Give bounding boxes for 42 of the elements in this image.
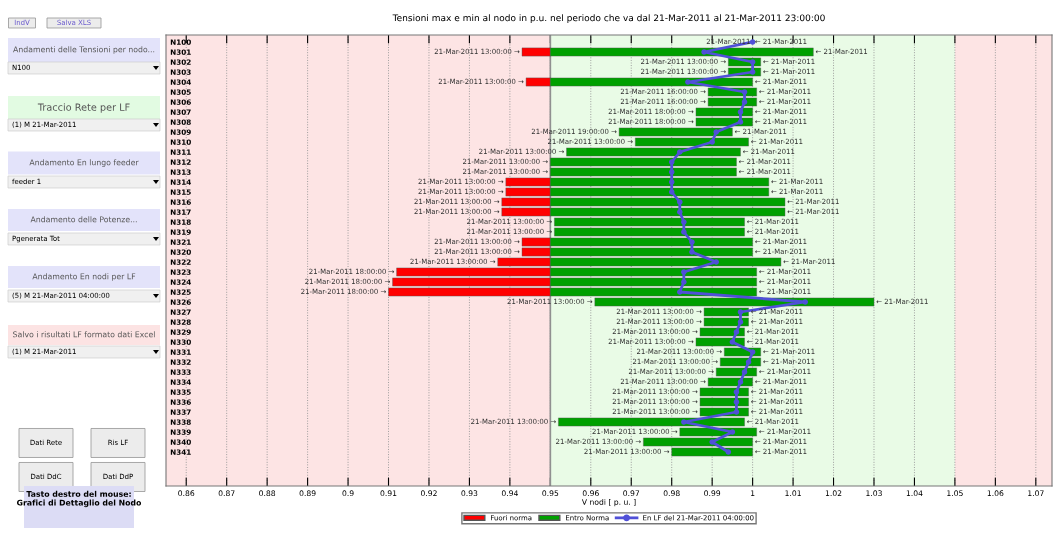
point xyxy=(737,119,744,125)
point xyxy=(677,289,683,295)
point xyxy=(729,339,736,345)
point xyxy=(668,169,675,175)
point xyxy=(725,449,732,455)
point xyxy=(733,399,740,405)
point xyxy=(681,269,687,275)
point xyxy=(681,279,687,285)
point xyxy=(681,229,687,235)
point xyxy=(709,439,715,445)
point xyxy=(733,389,740,395)
point xyxy=(701,49,707,55)
point xyxy=(668,179,675,185)
point xyxy=(681,219,687,225)
point xyxy=(749,59,756,65)
point xyxy=(745,359,752,365)
point xyxy=(668,159,675,165)
point xyxy=(741,369,748,375)
point xyxy=(741,89,748,95)
point xyxy=(737,109,744,115)
point xyxy=(737,309,744,315)
text: Traccio Rete per LF xyxy=(37,103,130,113)
point xyxy=(677,199,683,205)
point xyxy=(689,239,695,245)
point xyxy=(729,429,736,435)
chart-title: Tensioni max e min al nodo in p.u. nel periodo che va dal 21-Mar-2011 al 21-Mar-2011 23:00:00 xyxy=(392,14,825,23)
point xyxy=(668,189,675,195)
point xyxy=(802,299,808,305)
point xyxy=(749,349,756,355)
point xyxy=(685,79,691,85)
point xyxy=(713,259,719,265)
point xyxy=(733,329,740,335)
point xyxy=(681,419,687,425)
point xyxy=(677,149,683,155)
point xyxy=(749,69,756,75)
point xyxy=(689,249,695,255)
point xyxy=(737,379,744,385)
point xyxy=(733,409,740,415)
point xyxy=(713,129,719,135)
point xyxy=(741,99,748,105)
point xyxy=(709,139,715,145)
point xyxy=(677,209,683,215)
